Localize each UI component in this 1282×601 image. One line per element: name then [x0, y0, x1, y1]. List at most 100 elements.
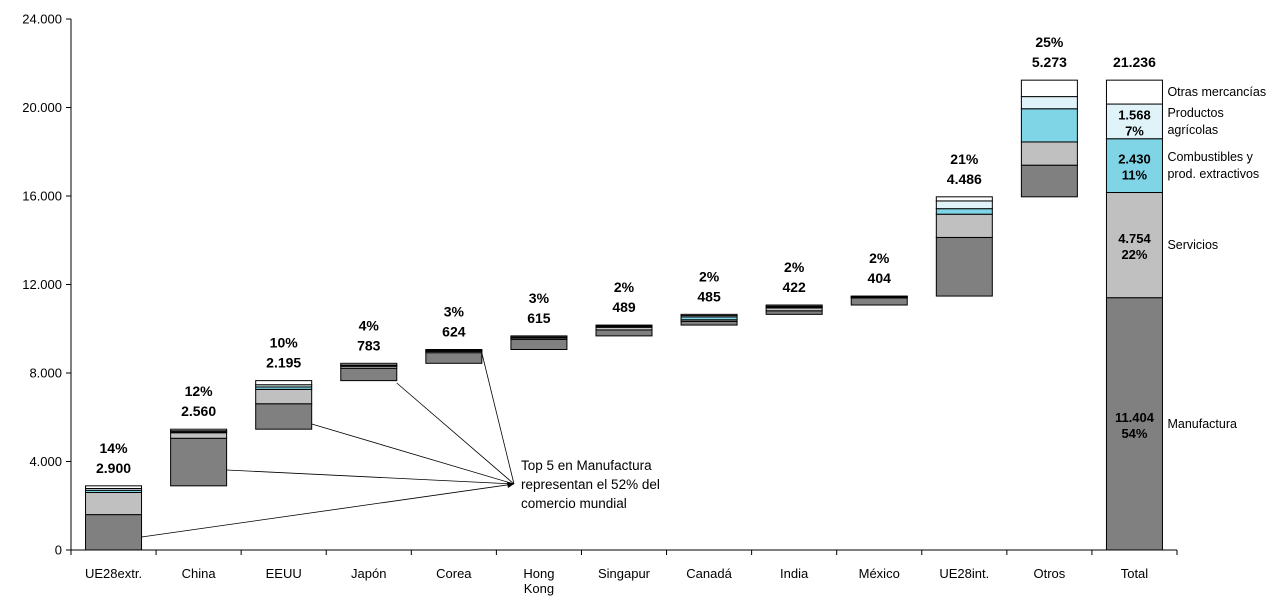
- bar-segment: [1020, 108, 1078, 143]
- bar-value-label: 404: [868, 270, 892, 286]
- bar-segment: [425, 349, 483, 351]
- annotation-text: comercio mundial: [521, 496, 627, 511]
- x-tick-label: Singapur: [598, 566, 651, 581]
- total-segment-value: 4.754: [1118, 231, 1151, 246]
- bar-pct-label: 2%: [699, 268, 720, 284]
- bar-segment: [935, 213, 993, 238]
- bar-segment: [340, 367, 398, 382]
- bar-segment: [1105, 79, 1163, 105]
- total-segment-pct: 54%: [1121, 426, 1147, 441]
- legend-label: agrícolas: [1167, 123, 1218, 137]
- bar-segment: [85, 514, 143, 551]
- bar-value-label: 615: [527, 310, 551, 326]
- x-tick-label: Total: [1121, 566, 1149, 581]
- bar-segment: [850, 295, 908, 298]
- bar-segment: [510, 335, 568, 338]
- bar-segment: [170, 437, 228, 487]
- annotation-line: [311, 423, 515, 485]
- bar-segment: [255, 380, 313, 386]
- x-tick-label: Otros: [1033, 566, 1065, 581]
- bar-segment: [935, 236, 993, 297]
- bar-segment: [1020, 79, 1078, 98]
- y-tick-label: 4.000: [29, 454, 62, 469]
- bar-value-label: 2.195: [266, 355, 301, 371]
- bar-segment: [255, 403, 313, 430]
- x-tick-label: Corea: [436, 566, 472, 581]
- bar-segment: [1105, 138, 1163, 194]
- legend-label: Productos: [1167, 106, 1223, 120]
- legend-label: Manufactura: [1167, 417, 1237, 431]
- bar-segment: [1020, 164, 1078, 198]
- bar-segment: [510, 338, 568, 351]
- bar-pct-label: 12%: [185, 383, 214, 399]
- total-segment-pct: 7%: [1125, 123, 1144, 138]
- x-tick-label: UE28int.: [939, 566, 989, 581]
- bar-segment: [85, 485, 143, 489]
- legend-label: Combustibles y: [1167, 150, 1253, 164]
- x-tick-label: Canadá: [686, 566, 732, 581]
- y-tick-label: 12.000: [22, 277, 62, 292]
- bar-segment: [1020, 141, 1078, 166]
- bar-value-label: 783: [357, 337, 381, 353]
- total-segment-value: 11.404: [1115, 410, 1155, 425]
- annotation-text: Top 5 en Manufactura: [521, 458, 652, 473]
- annotation-line: [396, 382, 515, 485]
- bar-value-label: 2.900: [96, 460, 131, 476]
- bar-pct-label: 10%: [270, 335, 299, 351]
- bar-segment: [935, 196, 993, 202]
- bar-segment: [425, 352, 483, 364]
- y-tick-label: 24.000: [22, 12, 62, 27]
- bar-segment: [1020, 96, 1078, 110]
- bar-value-label: 485: [697, 288, 721, 304]
- x-tick-label: Hong: [523, 566, 554, 581]
- bar-segment: [170, 432, 228, 439]
- x-tick-label: Japón: [351, 566, 386, 581]
- total-segment-pct: 22%: [1121, 247, 1147, 262]
- bar-segment: [680, 320, 738, 326]
- bar-segment: [935, 200, 993, 210]
- x-tick-label: India: [780, 566, 809, 581]
- annotation-line: [141, 483, 515, 538]
- bar-pct-label: 14%: [100, 440, 129, 456]
- bar-segment: [340, 362, 398, 366]
- x-tick-label: México: [859, 566, 900, 581]
- legend-label: Servicios: [1167, 238, 1218, 252]
- bar-segment: [765, 310, 823, 315]
- x-tick-label: EEUU: [266, 566, 302, 581]
- bar-pct-label: 3%: [529, 290, 550, 306]
- bar-segment: [595, 329, 653, 337]
- annotation-line: [226, 469, 515, 485]
- bar-segment: [170, 428, 228, 432]
- bar-segment: [255, 388, 313, 405]
- x-tick-label: Kong: [524, 581, 554, 596]
- y-tick-label: 16.000: [22, 189, 62, 204]
- total-segment-pct: 11%: [1122, 168, 1148, 183]
- bar-value-label: 489: [612, 299, 636, 315]
- bar-value-label: 422: [782, 279, 806, 295]
- bar-pct-label: 25%: [1035, 34, 1064, 50]
- y-tick-label: 0: [55, 543, 62, 558]
- legend-label: Otras mercancías: [1167, 85, 1266, 99]
- x-tick-label: China: [182, 566, 217, 581]
- bar-segment: [850, 297, 908, 306]
- bar-segment: [595, 324, 653, 327]
- bar-value-label: 5.273: [1032, 54, 1067, 70]
- bar-pct-label: 2%: [784, 259, 805, 275]
- bar-segment: [680, 313, 738, 317]
- bar-pct-label: 4%: [359, 317, 380, 333]
- x-tick-label: UE28extr.: [85, 566, 142, 581]
- total-segment-value: 2.430: [1118, 152, 1151, 167]
- bar-segment: [1105, 192, 1163, 299]
- bar-pct-label: 3%: [444, 304, 465, 320]
- bar-value-label: 624: [442, 324, 466, 340]
- y-tick-label: 20.000: [22, 100, 62, 115]
- bar-segment: [85, 491, 143, 516]
- bar-segment: [1105, 103, 1163, 140]
- annotation-line: [481, 352, 515, 485]
- bar-segment: [765, 304, 823, 307]
- bar-pct-label: 21%: [950, 151, 979, 167]
- annotation-text: representan el 52% del: [521, 477, 660, 492]
- bar-segment: [1105, 297, 1163, 551]
